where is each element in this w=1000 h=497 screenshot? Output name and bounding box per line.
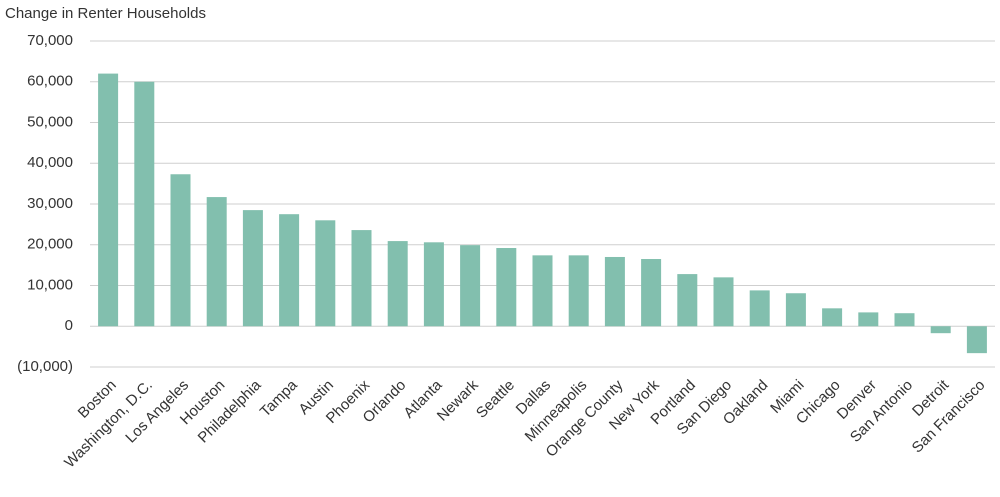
bar [677, 274, 698, 327]
bar [858, 312, 879, 327]
y-tick-label: 30,000 [27, 195, 73, 212]
y-tick-label: (10,000) [17, 358, 73, 375]
x-tick-label: Newark [434, 376, 482, 424]
x-tick-label: Tampa [257, 376, 301, 420]
bar [98, 73, 119, 327]
y-tick-label: 50,000 [27, 113, 73, 130]
bar [894, 313, 915, 327]
y-tick-label: 60,000 [27, 73, 73, 90]
y-tick-label: 20,000 [27, 236, 73, 253]
bar [351, 230, 372, 327]
bar [496, 248, 517, 327]
bar [279, 214, 300, 327]
chart-title: Change in Renter Households [5, 5, 206, 22]
y-tick-label: 70,000 [27, 32, 73, 49]
bar [242, 210, 263, 327]
bar [930, 326, 951, 334]
bar [423, 242, 444, 327]
bar [134, 81, 155, 327]
y-tick-label: 10,000 [27, 276, 73, 293]
bar [749, 290, 770, 327]
bar [460, 245, 481, 327]
bar [604, 256, 625, 327]
bar [966, 326, 987, 354]
bar [822, 308, 843, 327]
bar [568, 255, 589, 327]
bar [641, 259, 662, 327]
bar [170, 174, 191, 327]
bar [387, 241, 408, 327]
bar [315, 220, 336, 327]
y-tick-label: 0 [65, 317, 73, 334]
bar [785, 293, 806, 327]
bar [713, 277, 734, 327]
bar [206, 197, 227, 327]
y-tick-label: 40,000 [27, 154, 73, 171]
x-tick-label: Seattle [473, 377, 518, 422]
bar [532, 255, 553, 327]
